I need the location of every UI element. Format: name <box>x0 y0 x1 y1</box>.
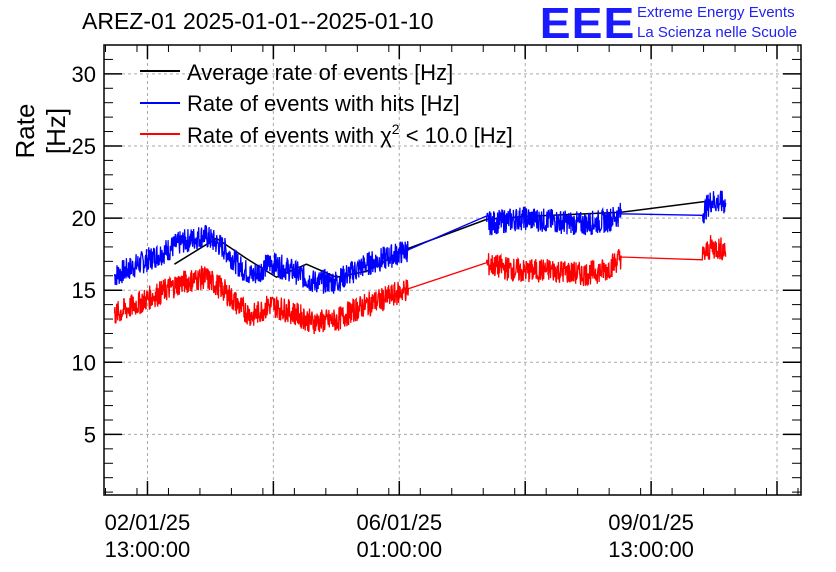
series-group <box>113 190 727 335</box>
legend: Average rate of events [Hz] Rate of even… <box>140 60 513 148</box>
y-tick-label: 25 <box>72 134 96 159</box>
chart-title: AREZ-01 2025-01-01--2025-01-10 <box>82 8 434 34</box>
y-tick-label: 10 <box>72 350 96 375</box>
x-tick-label-date: 09/01/25 <box>608 510 694 535</box>
logo-text-line2: La Scienza nelle Scuole <box>637 24 798 41</box>
eee-logo: EEE <box>539 0 636 48</box>
legend-chi2-pre: Rate of events with <box>187 123 380 148</box>
x-tick-label-time: 01:00:00 <box>356 537 442 562</box>
legend-chi2-symbol: χ <box>380 123 392 148</box>
legend-label-hits: Rate of events with hits [Hz] <box>187 91 460 116</box>
y-tick-label: 30 <box>72 62 96 87</box>
y-axis-label: Rate [Hz] <box>10 103 71 159</box>
y-tick-label: 5 <box>84 422 96 447</box>
legend-label-average: Average rate of events [Hz] <box>187 60 453 85</box>
axis-ticks: 5101520253002/01/2513:00:0006/01/2501:00… <box>72 45 801 562</box>
logo-text-line1: Extreme Energy Events <box>637 4 795 21</box>
x-tick-label-time: 13:00:00 <box>105 537 191 562</box>
plot-frame <box>103 44 802 496</box>
x-tick-label-date: 02/01/25 <box>105 510 191 535</box>
legend-chi2-superscript: 2 <box>392 121 400 137</box>
series-line-hits <box>113 190 727 294</box>
x-tick-label-time: 13:00:00 <box>608 537 694 562</box>
x-tick-label-date: 06/01/25 <box>356 510 442 535</box>
series-line-chi2 <box>113 235 727 335</box>
y-tick-label: 15 <box>72 278 96 303</box>
y-tick-label: 20 <box>72 206 96 231</box>
legend-label-chi2: Rate of events with χ2 < 10.0 [Hz] <box>187 121 513 148</box>
legend-chi2-post: < 10.0 [Hz] <box>400 123 513 148</box>
